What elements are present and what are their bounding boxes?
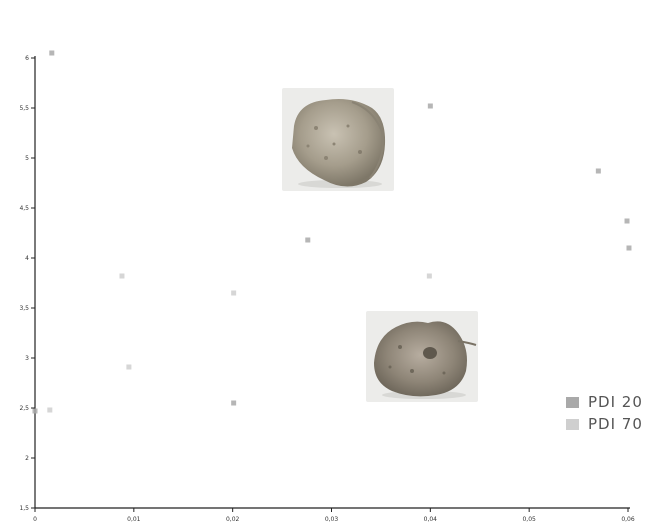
data-point-pdi70 xyxy=(231,290,237,296)
legend-item-pdi70: PDI 70 xyxy=(566,413,643,435)
y-tick-label: 3,5 xyxy=(19,305,29,312)
legend-swatch-pdi70 xyxy=(566,418,579,430)
data-point-pdi70 xyxy=(119,273,125,279)
data-point-pdi20 xyxy=(427,103,433,109)
data-point-pdi70 xyxy=(426,273,432,279)
data-point-pdi20 xyxy=(595,168,601,174)
data-point-pdi20 xyxy=(49,50,55,56)
y-tick-label: 2,5 xyxy=(19,405,29,412)
y-tick-label: 1,5 xyxy=(19,505,29,512)
legend-label-pdi20: PDI 20 xyxy=(588,393,643,411)
x-tick-label: 0,03 xyxy=(325,516,339,523)
axes xyxy=(31,56,630,512)
data-point-pdi70 xyxy=(126,364,132,370)
x-tick-label: 0,01 xyxy=(127,516,141,523)
y-tick-label: 2 xyxy=(25,455,29,462)
data-point-pdi20 xyxy=(624,218,630,224)
pellet-photo-pdi70 xyxy=(366,311,478,402)
y-tick-label: 5 xyxy=(25,155,29,162)
x-tick-label: 0,04 xyxy=(424,516,438,523)
data-point-pdi20 xyxy=(626,245,632,251)
x-tick-label: 0,06 xyxy=(621,516,635,523)
y-tick-label: 5,5 xyxy=(19,105,29,112)
y-tick-label: 6 xyxy=(25,55,29,62)
y-tick-label: 4 xyxy=(25,255,29,262)
y-tick-label: 4,5 xyxy=(19,205,29,212)
legend-item-pdi20: PDI 20 xyxy=(566,391,643,413)
x-tick-label: 0 xyxy=(33,516,37,523)
data-point-pdi20 xyxy=(231,400,237,406)
data-point-pdi20 xyxy=(32,408,38,414)
x-tick-label: 0,05 xyxy=(522,516,536,523)
pellet-photo-pdi20 xyxy=(282,88,394,191)
data-points xyxy=(32,50,632,414)
data-point-pdi20 xyxy=(305,237,311,243)
legend-swatch-pdi20 xyxy=(566,396,579,408)
x-tick-label: 0,02 xyxy=(226,516,240,523)
legend-label-pdi70: PDI 70 xyxy=(588,415,643,433)
tick-labels: 0 0,01 0,02 0,03 0,04 0,05 0,06 1,5 2 2,5 3 3,5 4 4,5… xyxy=(19,55,634,523)
legend: PDI 20 PDI 70 xyxy=(566,391,643,435)
data-point-pdi70 xyxy=(47,407,53,413)
y-tick-label: 3 xyxy=(25,355,29,362)
